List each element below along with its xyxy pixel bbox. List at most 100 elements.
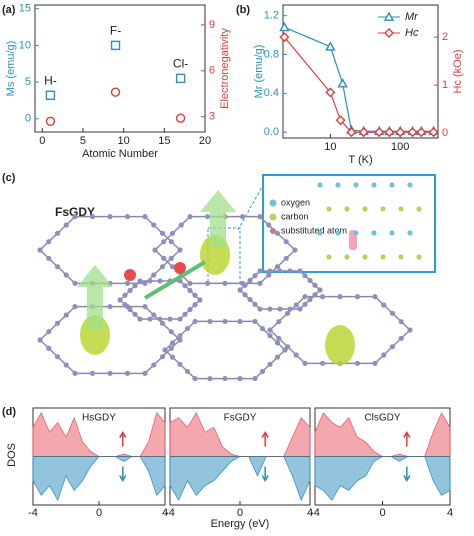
inset-atom xyxy=(398,254,404,260)
x-tick-label: -4 xyxy=(28,507,38,519)
y2-axis-label: Electronegativity xyxy=(219,28,231,109)
series-line xyxy=(284,26,434,132)
x-tick-label: -4 xyxy=(165,507,175,519)
panel-label: (d) xyxy=(2,406,16,418)
atom xyxy=(124,214,131,220)
atom xyxy=(312,292,318,298)
atom xyxy=(267,361,273,367)
legend-dot xyxy=(269,199,277,207)
inset-atom xyxy=(416,254,422,260)
atom xyxy=(182,311,188,317)
marker xyxy=(45,116,56,126)
atom xyxy=(389,310,396,316)
plot-frame xyxy=(34,4,206,133)
atom xyxy=(169,264,176,270)
annotation: F- xyxy=(110,24,121,38)
inset-atom xyxy=(371,182,377,188)
atom xyxy=(247,296,253,303)
atom xyxy=(169,340,176,346)
atom xyxy=(124,280,131,286)
inset-atom xyxy=(353,230,359,236)
marker xyxy=(346,127,357,138)
atom xyxy=(354,294,361,300)
exchange-arrow xyxy=(143,260,207,300)
panel-label: (a) xyxy=(2,4,16,16)
marker xyxy=(110,40,121,51)
legend-text: carbon xyxy=(281,211,309,221)
inset-connector xyxy=(237,184,264,231)
panel-title: FsGDY xyxy=(224,413,257,424)
atom xyxy=(72,304,78,310)
x-tick-label: 4 xyxy=(162,507,168,519)
atom xyxy=(302,301,308,307)
marker xyxy=(383,11,395,21)
x-tick-label: 100 xyxy=(391,141,409,153)
y-tick-label: 1.2 xyxy=(264,10,279,22)
atom xyxy=(372,360,378,366)
atom xyxy=(204,214,211,220)
y-tick-label: 15 xyxy=(19,3,31,15)
atom xyxy=(242,282,248,288)
x-tick-label: 5 xyxy=(80,135,86,147)
atom xyxy=(151,272,157,278)
atom xyxy=(266,272,272,278)
y-tick-label: 0 xyxy=(25,113,31,125)
legend-text: substituted atom xyxy=(281,225,347,235)
atom xyxy=(222,318,228,325)
inset-atom xyxy=(326,206,332,212)
marker xyxy=(335,115,346,126)
legend-text: oxygen xyxy=(281,197,310,207)
atom xyxy=(46,239,52,245)
atom xyxy=(63,272,69,278)
moment-arrow xyxy=(200,190,236,248)
y2-tick-label: 2 xyxy=(442,31,448,43)
annotation: H- xyxy=(44,73,57,87)
atom xyxy=(192,292,198,298)
atom xyxy=(274,354,281,360)
atom xyxy=(54,320,61,326)
atom xyxy=(137,316,143,322)
spin-up-arrow xyxy=(119,431,127,447)
spin-density xyxy=(325,325,355,365)
atom xyxy=(63,362,69,368)
atom xyxy=(257,268,263,274)
atom xyxy=(161,239,167,245)
atom xyxy=(127,306,133,313)
atom xyxy=(151,312,157,318)
atom xyxy=(137,278,143,284)
atom xyxy=(142,304,148,310)
atom xyxy=(168,255,174,261)
marker xyxy=(325,87,336,98)
x-tick-label: 10 xyxy=(324,141,336,153)
atom xyxy=(267,333,273,339)
oxygen-atom xyxy=(174,262,186,274)
x-axis-label: Atomic Number xyxy=(82,148,158,160)
atom xyxy=(276,335,282,341)
y-tick-label: 10 xyxy=(19,39,31,51)
marker xyxy=(175,113,186,123)
inset-atom xyxy=(398,206,404,212)
atom xyxy=(267,268,273,274)
y2-tick-label: 6 xyxy=(209,65,215,77)
spin-up-arrow xyxy=(403,431,411,447)
atom xyxy=(122,292,128,298)
atom xyxy=(184,325,191,332)
atom xyxy=(277,268,283,274)
marker xyxy=(175,73,186,84)
atom xyxy=(107,214,113,220)
atom xyxy=(307,296,313,303)
atom xyxy=(381,302,387,308)
marker xyxy=(395,127,406,138)
atom xyxy=(302,360,308,366)
y2-tick-label: 9 xyxy=(209,19,215,31)
x-tick-label: 0 xyxy=(39,135,45,147)
atom xyxy=(167,316,173,322)
atom xyxy=(293,302,299,308)
atom xyxy=(257,280,263,286)
atom xyxy=(177,361,183,367)
atom xyxy=(252,318,258,325)
atom xyxy=(147,316,153,322)
atom xyxy=(72,370,78,376)
x-tick-label: 0 xyxy=(379,507,385,519)
inset-atom xyxy=(344,254,350,260)
